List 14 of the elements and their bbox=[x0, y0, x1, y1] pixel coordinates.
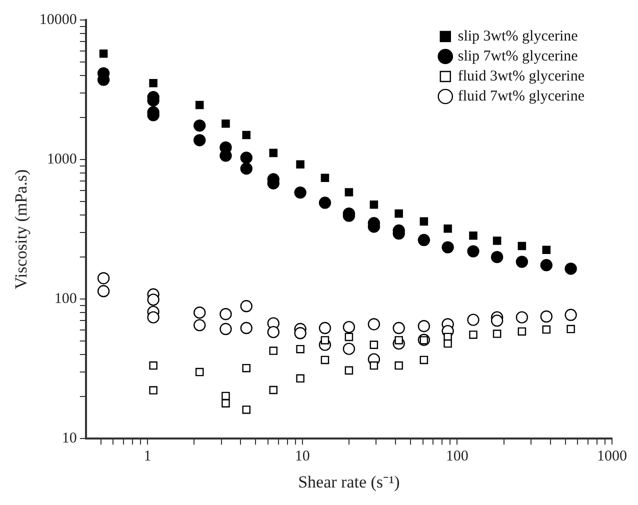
legend-label: slip 7wt% glycerine bbox=[458, 48, 578, 64]
legend-label: fluid 3wt% glycerine bbox=[458, 68, 585, 84]
x-tick-label: 1000 bbox=[597, 448, 627, 465]
y-tick-label: 10 bbox=[62, 430, 77, 447]
x-axis-title: Shear rate (s⁻¹) bbox=[298, 472, 400, 492]
x-tick-label: 1 bbox=[144, 448, 152, 465]
y-axis-title: Viscosity (mPa.s) bbox=[12, 169, 31, 290]
y-tick-label: 1000 bbox=[46, 151, 77, 168]
y-tick-label: 10000 bbox=[39, 12, 77, 28]
x-tick-label: 10 bbox=[294, 448, 310, 465]
legend-label: fluid 7wt% glycerine bbox=[458, 88, 585, 104]
x-tick-label: 100 bbox=[446, 448, 468, 465]
legend-label: slip 3wt% glycerine bbox=[458, 28, 578, 44]
y-tick-label: 100 bbox=[54, 291, 77, 308]
